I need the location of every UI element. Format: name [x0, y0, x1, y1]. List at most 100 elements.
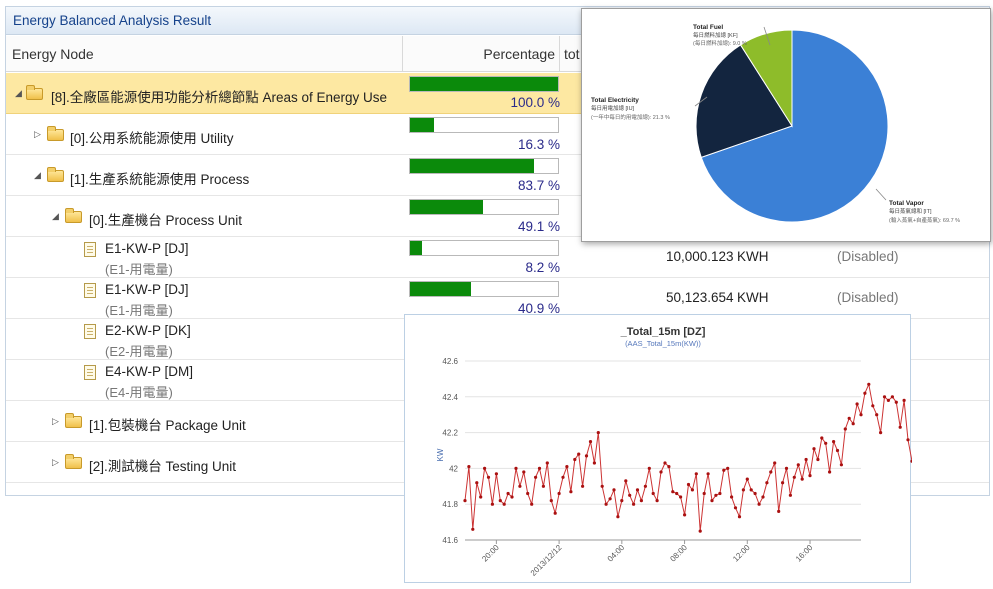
- data-point[interactable]: [683, 513, 687, 517]
- data-point[interactable]: [855, 402, 859, 406]
- tree-row-meter[interactable]: E1-KW-P [DJ] (E1-用電量) 40.9 % 50,123.654 …: [6, 278, 989, 319]
- data-point[interactable]: [753, 491, 757, 496]
- data-point[interactable]: [749, 488, 753, 492]
- data-point[interactable]: [792, 475, 796, 479]
- data-point[interactable]: [769, 470, 773, 474]
- data-point[interactable]: [867, 382, 871, 386]
- data-point[interactable]: [882, 395, 887, 399]
- data-point[interactable]: [761, 495, 765, 499]
- data-point[interactable]: [663, 461, 667, 465]
- data-point[interactable]: [875, 413, 879, 417]
- data-point[interactable]: [600, 484, 604, 488]
- data-point[interactable]: [624, 479, 628, 483]
- data-point[interactable]: [530, 502, 534, 506]
- data-point[interactable]: [737, 515, 742, 519]
- data-point[interactable]: [463, 499, 467, 503]
- data-point[interactable]: [537, 466, 542, 470]
- data-point[interactable]: [808, 474, 812, 478]
- data-point[interactable]: [569, 490, 573, 494]
- expanded-arrow-icon[interactable]: ◢: [52, 211, 59, 221]
- data-point[interactable]: [573, 457, 577, 462]
- data-point[interactable]: [788, 493, 792, 497]
- data-point[interactable]: [659, 470, 663, 474]
- data-point[interactable]: [765, 481, 769, 485]
- tree-row-process-unit[interactable]: ◢ [0].生產機台 Process Unit 49.1 %: [6, 196, 989, 237]
- data-point[interactable]: [628, 493, 632, 497]
- data-point[interactable]: [534, 475, 538, 479]
- data-point[interactable]: [851, 422, 855, 426]
- data-point[interactable]: [710, 499, 714, 503]
- data-point[interactable]: [577, 452, 581, 456]
- data-point[interactable]: [494, 472, 498, 476]
- data-point[interactable]: [651, 491, 655, 496]
- collapsed-arrow-icon[interactable]: ▷: [52, 416, 59, 426]
- data-point[interactable]: [886, 398, 890, 402]
- data-point[interactable]: [514, 466, 518, 470]
- data-point[interactable]: [898, 425, 902, 429]
- data-point[interactable]: [655, 499, 659, 503]
- pie-slice-total-fuel[interactable]: [739, 29, 793, 128]
- data-point[interactable]: [557, 491, 561, 496]
- data-point[interactable]: [635, 488, 640, 492]
- collapsed-arrow-icon[interactable]: ▷: [34, 129, 41, 139]
- data-point[interactable]: [702, 491, 706, 496]
- expanded-arrow-icon[interactable]: ◢: [34, 170, 41, 180]
- data-point[interactable]: [726, 466, 730, 470]
- data-point[interactable]: [486, 475, 491, 479]
- column-header-percentage[interactable]: Percentage: [403, 36, 560, 72]
- data-point[interactable]: [828, 470, 832, 474]
- data-point[interactable]: [757, 502, 761, 506]
- data-point[interactable]: [632, 502, 636, 506]
- data-point[interactable]: [871, 404, 875, 408]
- data-point[interactable]: [906, 438, 910, 442]
- data-point[interactable]: [820, 436, 824, 440]
- data-point[interactable]: [733, 506, 738, 510]
- data-point[interactable]: [561, 475, 565, 479]
- data-point[interactable]: [812, 447, 816, 451]
- data-point[interactable]: [616, 515, 620, 519]
- data-point[interactable]: [694, 472, 698, 476]
- data-point[interactable]: [647, 466, 651, 470]
- data-point[interactable]: [745, 477, 749, 481]
- data-point[interactable]: [718, 491, 722, 496]
- data-point[interactable]: [592, 461, 596, 465]
- data-point[interactable]: [510, 495, 514, 499]
- data-point[interactable]: [522, 470, 526, 474]
- data-point[interactable]: [698, 529, 702, 533]
- data-point[interactable]: [483, 466, 487, 470]
- data-point[interactable]: [690, 488, 694, 492]
- pie-slice-total-electricity[interactable]: [695, 44, 793, 159]
- data-point[interactable]: [847, 416, 851, 420]
- data-point[interactable]: [777, 509, 781, 513]
- data-point[interactable]: [584, 454, 589, 458]
- data-point[interactable]: [475, 481, 479, 485]
- data-point[interactable]: [679, 495, 683, 499]
- tree-row-meter[interactable]: E1-KW-P [DJ] (E1-用電量) 8.2 % 10,000.123 K…: [6, 237, 989, 278]
- data-point[interactable]: [741, 488, 745, 492]
- data-point[interactable]: [526, 491, 530, 496]
- data-point[interactable]: [581, 484, 585, 488]
- data-point[interactable]: [800, 477, 804, 481]
- data-point[interactable]: [832, 440, 836, 444]
- data-point[interactable]: [796, 463, 800, 467]
- data-point[interactable]: [604, 502, 608, 506]
- data-point[interactable]: [722, 468, 726, 472]
- data-point[interactable]: [643, 484, 647, 488]
- data-point[interactable]: [639, 499, 643, 503]
- expanded-arrow-icon[interactable]: ◢: [15, 88, 22, 98]
- pie-slice-total-vapor[interactable]: [700, 29, 889, 223]
- data-point[interactable]: [675, 491, 679, 496]
- data-point[interactable]: [863, 391, 867, 395]
- data-point[interactable]: [498, 499, 502, 503]
- data-point[interactable]: [839, 463, 843, 467]
- data-point[interactable]: [706, 472, 710, 476]
- data-point[interactable]: [773, 461, 777, 465]
- data-point[interactable]: [479, 495, 483, 499]
- data-point[interactable]: [910, 459, 914, 463]
- data-point[interactable]: [781, 481, 785, 485]
- data-point[interactable]: [549, 499, 553, 503]
- data-point[interactable]: [835, 448, 840, 453]
- data-point[interactable]: [730, 495, 734, 499]
- data-point[interactable]: [608, 497, 612, 501]
- data-point[interactable]: [490, 502, 494, 506]
